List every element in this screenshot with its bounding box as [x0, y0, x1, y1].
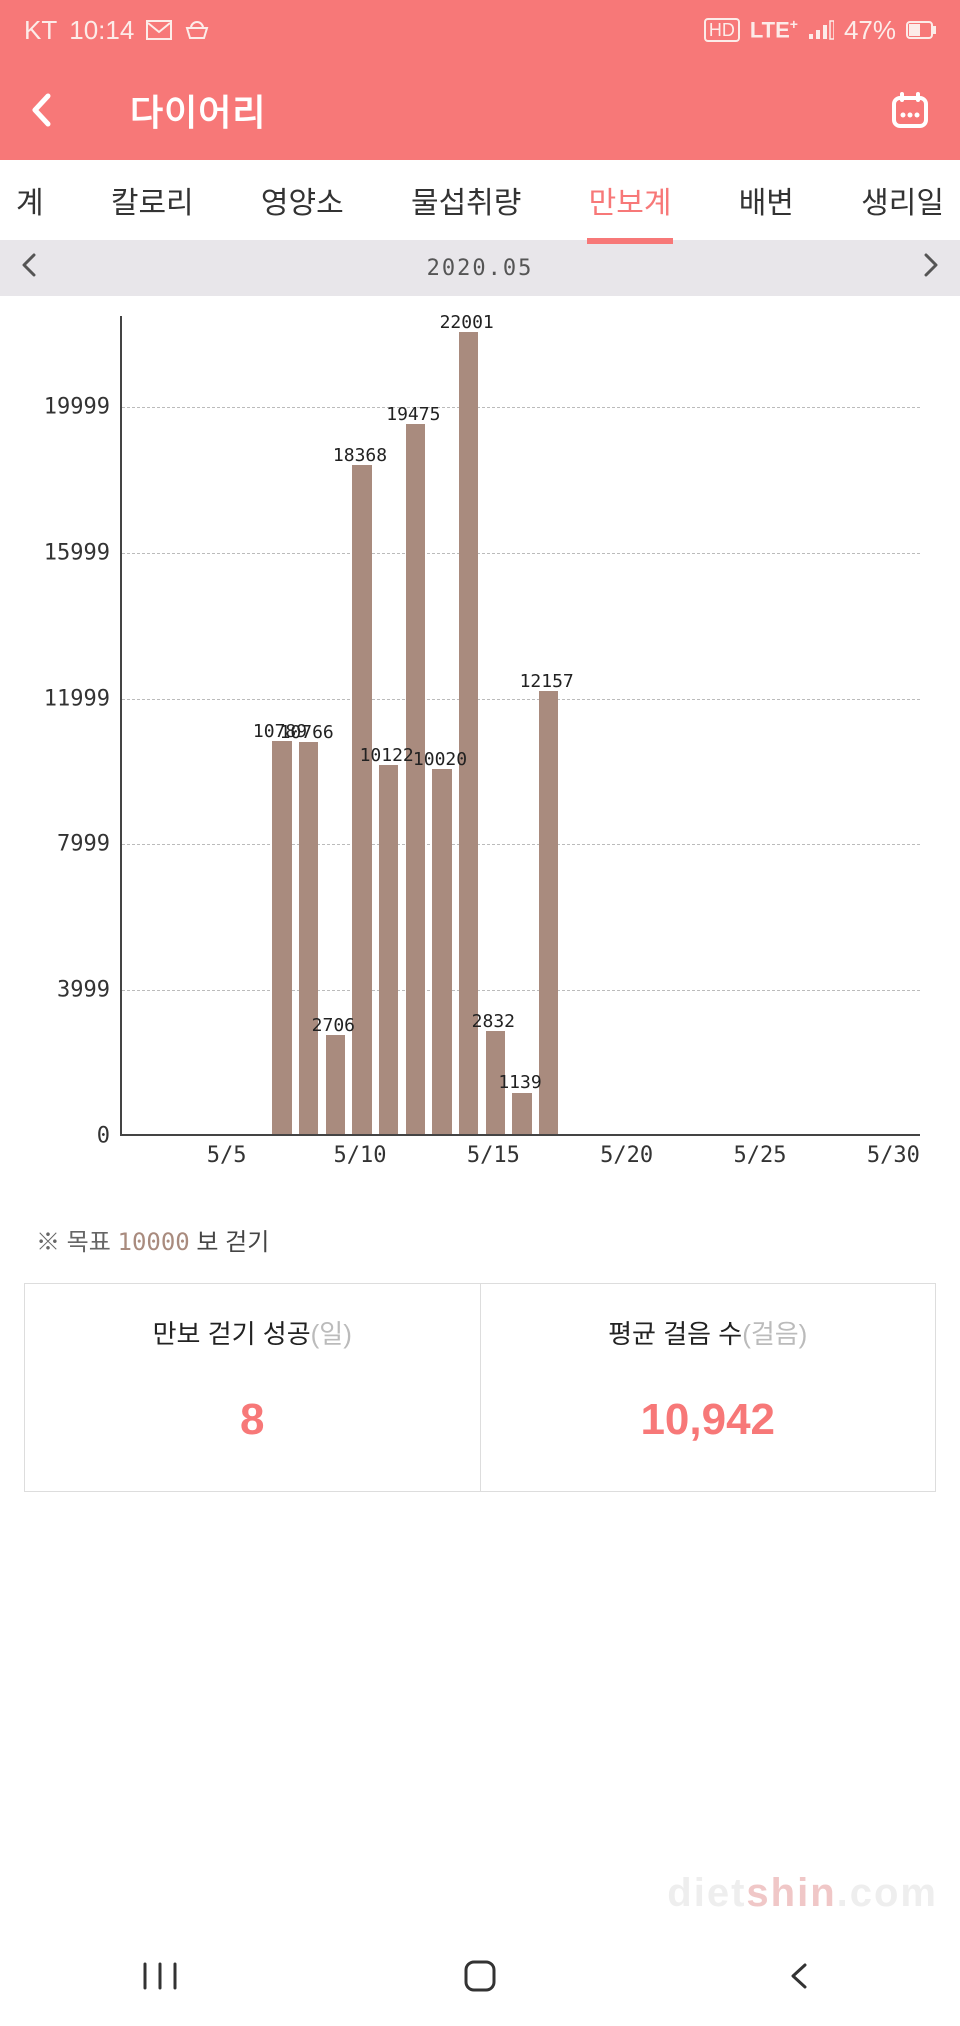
stat-right-label: 평균 걸음 수	[608, 1319, 742, 1349]
android-navbar	[0, 1926, 960, 2026]
watermark: dietshin.com	[667, 1871, 938, 1916]
grid-line	[122, 553, 920, 554]
tab-6[interactable]: 생리일	[849, 158, 956, 242]
tab-5[interactable]: 배변	[727, 158, 806, 242]
signal-icon	[808, 20, 834, 40]
stat-left-label: 만보 걷기 성공	[153, 1319, 311, 1349]
network-label: LTE+	[750, 16, 798, 43]
stat-avg-steps: 평균 걸음 수(걸음) 10,942	[481, 1284, 936, 1491]
y-tick-label: 11999	[20, 686, 110, 711]
plot-area	[120, 316, 920, 1136]
target-text: ※ 목표 10000 보 걷기	[36, 1222, 924, 1257]
bar-value-label: 10766	[280, 722, 334, 743]
tab-4[interactable]: 만보계	[577, 158, 684, 242]
grid-line	[122, 844, 920, 845]
grid-line	[122, 407, 920, 408]
bar-value-label: 2706	[312, 1015, 355, 1036]
stats-panel: 만보 걷기 성공(일) 8 평균 걸음 수(걸음) 10,942	[24, 1283, 936, 1492]
bar-value-label: 10122	[360, 745, 414, 766]
tab-bar: 계 칼로리 영양소 물섭취량 만보계 배변 생리일	[0, 160, 960, 240]
bar-value-label: 2832	[472, 1011, 515, 1032]
mail-icon	[146, 20, 172, 40]
x-tick-label: 5/30	[867, 1143, 920, 1168]
hd-badge: HD	[704, 18, 740, 42]
battery-label: 47%	[844, 15, 896, 46]
tab-3[interactable]: 물섭취량	[399, 158, 533, 242]
recents-button[interactable]	[120, 1956, 200, 1996]
bar	[326, 1035, 345, 1134]
target-suffix: 보 걷기	[196, 1229, 269, 1256]
prev-month-button[interactable]	[20, 252, 38, 285]
bar	[432, 769, 451, 1134]
y-tick-label: 0	[20, 1124, 110, 1149]
bar-value-label: 19475	[386, 404, 440, 425]
bar	[352, 465, 371, 1134]
clock-label: 10:14	[69, 15, 134, 46]
chart-section: 0399979991199915999199991078910766270618…	[0, 296, 960, 1196]
nav-back-button[interactable]	[760, 1956, 840, 1996]
stat-right-value: 10,942	[491, 1395, 926, 1445]
x-tick-label: 5/25	[734, 1143, 787, 1168]
bar-value-label: 12157	[520, 671, 574, 692]
bar-value-label: 22001	[440, 312, 494, 333]
stat-left-unit: (일)	[311, 1319, 352, 1349]
target-value: 10000	[118, 1228, 190, 1256]
pedometer-chart: 0399979991199915999199991078910766270618…	[20, 306, 940, 1196]
stat-left-value: 8	[35, 1395, 470, 1445]
tab-0[interactable]: 계	[4, 158, 56, 242]
basket-icon	[184, 20, 210, 40]
bar	[512, 1093, 531, 1135]
status-bar: KT 10:14 HD LTE+ 47%	[0, 0, 960, 60]
page-title: 다이어리	[130, 84, 890, 136]
grid-line	[122, 699, 920, 700]
carrier-label: KT	[24, 15, 57, 46]
y-tick-label: 19999	[20, 395, 110, 420]
y-tick-label: 7999	[20, 832, 110, 857]
tab-1[interactable]: 칼로리	[99, 158, 206, 242]
x-tick-label: 5/10	[334, 1143, 387, 1168]
bar	[272, 741, 291, 1134]
app-bar: 다이어리	[0, 60, 960, 160]
stat-right-unit: (걸음)	[742, 1319, 807, 1349]
x-tick-label: 5/15	[467, 1143, 520, 1168]
bar-value-label: 1139	[498, 1072, 541, 1093]
tab-2[interactable]: 영양소	[249, 158, 356, 242]
battery-icon	[906, 21, 936, 39]
next-month-button[interactable]	[922, 252, 940, 285]
target-prefix: ※ 목표	[36, 1229, 111, 1256]
bar-value-label: 10020	[413, 749, 467, 770]
x-tick-label: 5/20	[600, 1143, 653, 1168]
bar	[406, 424, 425, 1134]
bar	[379, 765, 398, 1134]
bar	[299, 742, 318, 1134]
x-tick-label: 5/5	[207, 1143, 247, 1168]
y-tick-label: 15999	[20, 540, 110, 565]
back-button[interactable]	[30, 93, 70, 127]
bar-value-label: 18368	[333, 445, 387, 466]
y-tick-label: 3999	[20, 978, 110, 1003]
grid-line	[122, 990, 920, 991]
bar	[539, 691, 558, 1134]
home-button[interactable]	[440, 1956, 520, 1996]
calendar-button[interactable]	[890, 90, 930, 130]
stat-success-days: 만보 걷기 성공(일) 8	[25, 1284, 481, 1491]
month-label: 2020.05	[427, 256, 534, 281]
month-nav: 2020.05	[0, 240, 960, 296]
